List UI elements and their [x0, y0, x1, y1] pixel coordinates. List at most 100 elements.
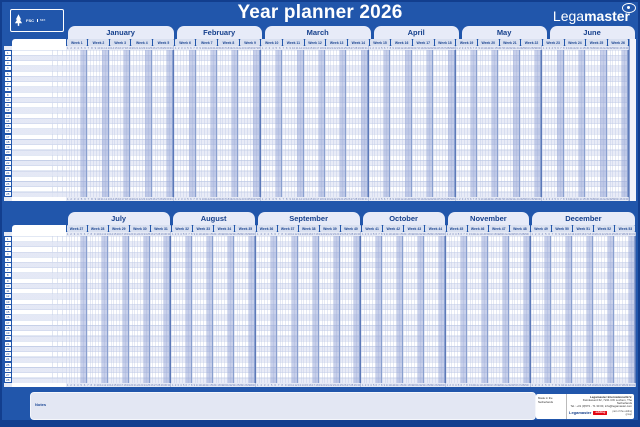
grid-week-column[interactable]	[551, 236, 573, 383]
grid-week-column[interactable]	[424, 236, 445, 383]
day-number: 29	[437, 383, 440, 387]
grid-week-column[interactable]	[297, 236, 319, 383]
day-number: 19	[128, 46, 132, 50]
grid-week-column[interactable]	[606, 50, 628, 197]
day-number: 22	[228, 383, 231, 387]
grid-week-column[interactable]	[519, 50, 542, 197]
day-number: 8	[91, 46, 93, 50]
grid-week-column[interactable]	[192, 236, 214, 383]
grid-week-column[interactable]	[466, 236, 488, 383]
day-number: 24	[143, 232, 147, 236]
grid-week-column[interactable]	[108, 50, 131, 197]
day-number: 9	[284, 232, 287, 236]
week-header-cell: Week 11	[283, 39, 304, 46]
month-day-numbers: 1 2 3 4 5 6 7 8 9 10 11 12 13 14 15 16 17 18 19 20 21 22 23 24 2…	[456, 197, 543, 201]
grid-week-column[interactable]	[542, 50, 564, 197]
day-number: 5	[380, 46, 383, 50]
grid-week-column[interactable]	[361, 236, 383, 383]
grid-week-column[interactable]	[276, 236, 298, 383]
month-day-numbers: 1 2 3 4 5 6 7 8 9 10 11 12 13 14 15 16 17 18 19 20 21 22 23 24 2…	[171, 232, 256, 236]
day-number: 21	[330, 197, 334, 201]
day-number: 14	[301, 232, 305, 236]
day-number: 18	[493, 232, 497, 236]
grid-week-column[interactable]	[174, 50, 196, 197]
grid-week-column[interactable]	[346, 50, 368, 197]
grid-week-column[interactable]	[498, 50, 520, 197]
grid-week-column[interactable]	[530, 236, 552, 383]
grid-week-column[interactable]	[339, 236, 361, 383]
grid-week-column[interactable]	[87, 50, 109, 197]
grid-week-column[interactable]	[446, 236, 467, 383]
grid-week-column[interactable]	[107, 236, 129, 383]
name-entry-column[interactable]	[12, 50, 66, 197]
grid-week-column[interactable]	[411, 50, 434, 197]
grid-week-column[interactable]	[318, 236, 340, 383]
grid-week-column[interactable]	[130, 50, 152, 197]
grid-week-column[interactable]	[572, 236, 594, 383]
day-number: 10	[96, 383, 100, 387]
row-number: 20	[5, 336, 11, 341]
name-entry-column[interactable]	[12, 236, 66, 383]
day-number: 5	[554, 197, 556, 201]
grid-week-column[interactable]	[390, 50, 412, 197]
grid-week-column[interactable]	[213, 236, 235, 383]
grid-week-column[interactable]	[455, 50, 478, 197]
row-number-chip: 8	[4, 87, 12, 92]
grid-week-column[interactable]	[149, 236, 171, 383]
day-number: 29	[533, 46, 536, 50]
day-number: 26	[343, 232, 347, 236]
day-number: 2	[364, 232, 367, 236]
grid-week-column[interactable]	[128, 236, 150, 383]
grid-week-column[interactable]	[487, 236, 509, 383]
day-number: 16	[497, 46, 500, 50]
day-number: 22	[428, 46, 432, 50]
grid-week-column[interactable]	[260, 50, 283, 197]
grid-week-column[interactable]	[66, 50, 88, 197]
grid-week-column[interactable]	[585, 50, 607, 197]
grid-week-column[interactable]	[614, 236, 636, 383]
grid-week-column[interactable]	[151, 50, 174, 197]
grid-week-column[interactable]	[368, 50, 391, 197]
grid-month-october	[361, 236, 446, 383]
grid-week-column[interactable]	[216, 50, 239, 197]
grid-week-column[interactable]	[508, 236, 530, 383]
grid-week-column[interactable]	[303, 50, 326, 197]
day-number: 13	[302, 46, 306, 50]
row-number: 9	[5, 278, 11, 283]
grid-week-column[interactable]	[477, 50, 499, 197]
grid-week-column[interactable]	[86, 236, 108, 383]
row-number: 24	[5, 171, 11, 176]
day-number: 9	[468, 232, 471, 236]
grid-week-column[interactable]	[403, 236, 425, 383]
day-number: 1	[256, 232, 259, 236]
grid-week-column[interactable]	[325, 50, 347, 197]
day-number: 10	[561, 383, 565, 387]
day-number: 24	[509, 383, 513, 387]
day-number: 9	[392, 197, 394, 201]
grid-month-march	[260, 50, 369, 197]
grid-week-column[interactable]	[256, 236, 277, 383]
grid-week-column[interactable]	[238, 50, 260, 197]
grid-week-column[interactable]	[171, 236, 193, 383]
grid-week-column[interactable]	[382, 236, 404, 383]
grid-week-column[interactable]	[234, 236, 255, 383]
day-number: 2	[265, 46, 267, 50]
day-number: 26	[150, 383, 154, 387]
grid-week-column[interactable]	[433, 50, 455, 197]
grid-week-column[interactable]	[593, 236, 615, 383]
day-number: 1	[172, 232, 174, 236]
day-number: 14	[301, 383, 305, 387]
day-number: 5	[457, 232, 460, 236]
month-day-numbers: 1 2 3 4 5 6 7 8 9 10 11 12 13 14 15 16 17 18 19 20 21 22 23 24 2…	[66, 232, 172, 236]
day-number: 30	[526, 383, 530, 387]
day-number: 9	[199, 197, 201, 201]
month-day-numbers: 1 2 3 4 5 6 7 8 9 10 11 12 13 14 15 16 17 18 19 20 21 22 23 24 2…	[531, 232, 636, 236]
grid-week-column[interactable]	[563, 50, 586, 197]
day-number: 9	[284, 383, 287, 387]
day-number: 17	[311, 383, 316, 387]
grid-week-column[interactable]	[195, 50, 217, 197]
day-number: 9	[94, 197, 97, 201]
grid-week-column[interactable]	[66, 236, 87, 383]
day-number: 1	[446, 383, 449, 387]
grid-week-column[interactable]	[282, 50, 304, 197]
